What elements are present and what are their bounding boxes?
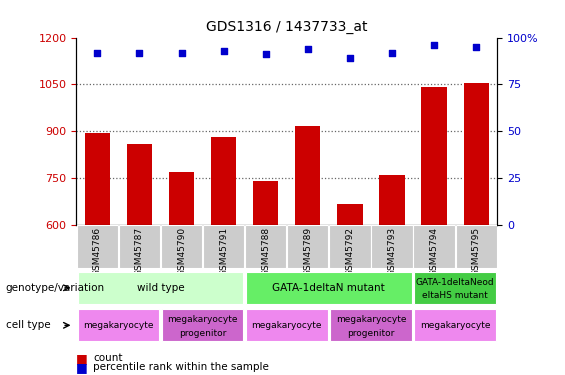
Text: genotype/variation: genotype/variation <box>6 283 105 293</box>
Text: progenitor: progenitor <box>179 328 226 338</box>
Bar <box>245 225 286 268</box>
Text: wild type: wild type <box>137 283 184 293</box>
Text: GSM45794: GSM45794 <box>429 227 438 276</box>
Bar <box>414 272 496 304</box>
Bar <box>295 126 320 225</box>
Text: GSM45793: GSM45793 <box>388 227 397 276</box>
Text: megakaryocyte: megakaryocyte <box>336 315 406 324</box>
Text: megakaryocyte: megakaryocyte <box>167 315 238 324</box>
Text: GSM45789: GSM45789 <box>303 227 312 276</box>
Text: GSM45795: GSM45795 <box>472 227 481 276</box>
Text: progenitor: progenitor <box>347 328 394 338</box>
Bar <box>337 204 363 225</box>
Bar <box>169 172 194 225</box>
Bar <box>455 225 497 268</box>
Text: megakaryocyte: megakaryocyte <box>420 321 490 330</box>
Point <box>93 50 102 55</box>
Text: GSM45792: GSM45792 <box>345 227 354 276</box>
Bar <box>329 225 371 268</box>
Point <box>261 51 270 57</box>
Bar <box>127 144 152 225</box>
Title: GDS1316 / 1437733_at: GDS1316 / 1437733_at <box>206 20 367 34</box>
Bar <box>287 225 328 268</box>
Text: megakaryocyte: megakaryocyte <box>83 321 154 330</box>
Bar <box>421 87 447 225</box>
Bar <box>77 225 118 268</box>
Bar <box>246 272 412 304</box>
Text: GSM45786: GSM45786 <box>93 227 102 276</box>
Text: GSM45791: GSM45791 <box>219 227 228 276</box>
Bar <box>85 133 110 225</box>
Text: GATA-1deltaN mutant: GATA-1deltaN mutant <box>272 283 385 293</box>
Bar <box>379 175 405 225</box>
Text: ■: ■ <box>76 361 88 374</box>
Point <box>303 46 312 52</box>
Bar <box>77 272 244 304</box>
Point <box>177 50 186 55</box>
Text: megakaryocyte: megakaryocyte <box>251 321 322 330</box>
Bar <box>161 225 202 268</box>
Text: cell type: cell type <box>6 320 50 330</box>
Text: GATA-1deltaNeod: GATA-1deltaNeod <box>416 278 494 287</box>
Bar <box>463 83 489 225</box>
Text: percentile rank within the sample: percentile rank within the sample <box>93 363 269 372</box>
Bar <box>77 309 159 341</box>
Bar <box>414 225 455 268</box>
Point <box>135 50 144 55</box>
Bar <box>414 309 496 341</box>
Point <box>472 44 481 50</box>
Bar <box>253 181 279 225</box>
Bar <box>203 225 244 268</box>
Point <box>345 55 354 61</box>
Text: GSM45788: GSM45788 <box>261 227 270 276</box>
Bar <box>330 309 412 341</box>
Bar <box>119 225 160 268</box>
Bar <box>162 309 244 341</box>
Text: eltaHS mutant: eltaHS mutant <box>422 291 488 300</box>
Text: ■: ■ <box>76 352 88 364</box>
Point <box>429 42 438 48</box>
Text: GSM45790: GSM45790 <box>177 227 186 276</box>
Point <box>388 50 397 55</box>
Point <box>219 48 228 54</box>
Text: GSM45787: GSM45787 <box>135 227 144 276</box>
Bar <box>211 137 236 225</box>
Bar <box>246 309 328 341</box>
Text: count: count <box>93 353 123 363</box>
Bar <box>371 225 412 268</box>
